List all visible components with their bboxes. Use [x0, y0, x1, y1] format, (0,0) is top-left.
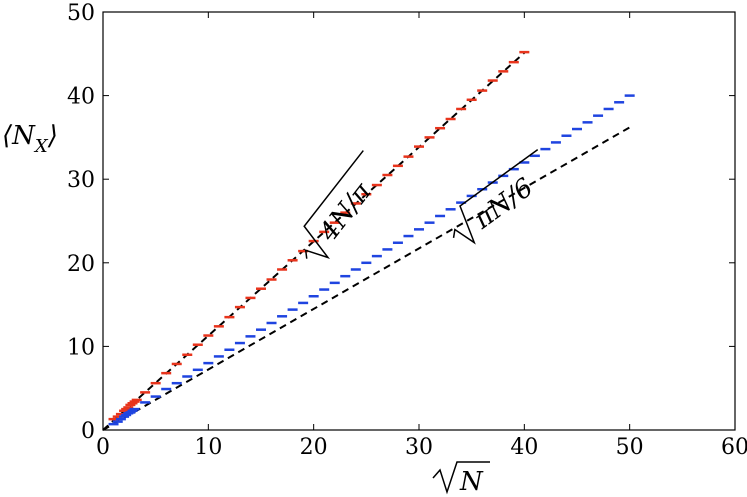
y-axis-label-subscript: X [33, 136, 49, 157]
annotation-0: 4N/π [303, 150, 378, 259]
fit-line-1 [102, 126, 631, 431]
x-tick-label: 40 [510, 435, 538, 460]
annotation-sqrt-symbol [452, 148, 539, 245]
x-tick-label: 10 [194, 435, 222, 460]
y-axis-label: ⟨NX⟩ [2, 121, 58, 157]
y-axis-label-close: ⟩ [47, 121, 58, 151]
y-tick-label: 30 [67, 168, 95, 193]
sqrt-symbol [432, 461, 490, 495]
annotation-1: πN/6 [452, 148, 539, 245]
x-axis-label-text: N [459, 467, 484, 497]
x-tick-label: 20 [300, 435, 328, 460]
annotation-text: πN/6 [468, 173, 539, 236]
y-tick-label: 50 [67, 1, 95, 26]
x-tick-label: 0 [96, 435, 110, 460]
annotation-text: 4N/π [313, 177, 378, 248]
y-axis-label-main: ⟨N [2, 121, 36, 151]
x-axis-label: N [432, 461, 490, 497]
y-tick-label: 40 [67, 85, 95, 110]
y-tick-label: 0 [81, 419, 95, 444]
y-tick-label: 10 [67, 335, 95, 360]
y-tick-label: 20 [67, 252, 95, 277]
chart-marks [102, 50, 635, 431]
x-tick-label: 30 [405, 435, 433, 460]
plot-frame [102, 11, 736, 431]
annotation-sqrt-symbol [303, 150, 364, 259]
x-tick-label: 50 [616, 435, 644, 460]
x-tick-label: 60 [721, 435, 747, 460]
